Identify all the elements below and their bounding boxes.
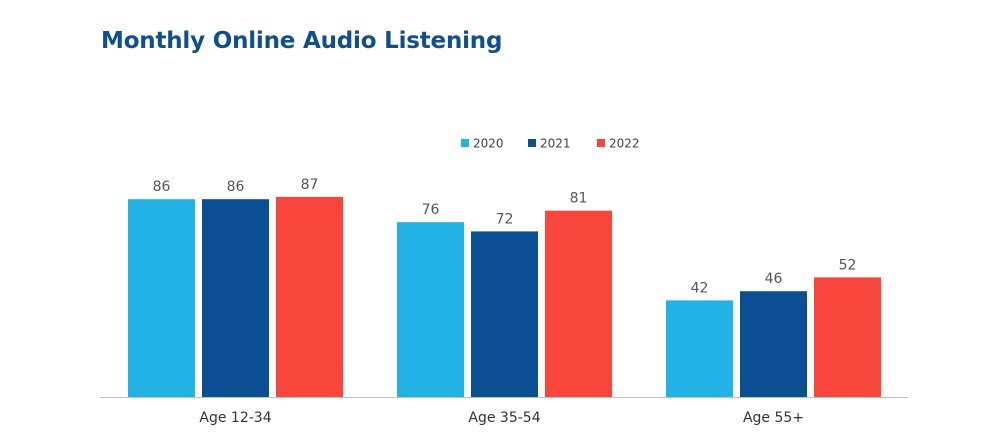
data-label-2022-0: 87 [301, 177, 319, 193]
bar-2021-0 [202, 199, 269, 397]
bar-2021-1 [471, 231, 538, 397]
chart-title: Monthly Online Audio Listening [101, 28, 503, 54]
data-label-2022-1: 81 [570, 191, 588, 207]
data-label-2022-2: 52 [839, 257, 857, 273]
legend-swatch-2020 [461, 139, 469, 147]
bar-2022-0 [276, 196, 343, 397]
data-label-2020-2: 42 [691, 280, 709, 296]
category-label: Age 35-54 [468, 410, 540, 426]
legend-label-2022: 2022 [609, 137, 640, 151]
bar-2021-2 [740, 291, 807, 397]
legend-label-2020: 2020 [473, 137, 504, 151]
legend-swatch-2022 [597, 139, 605, 147]
category-label: Age 12-34 [199, 410, 271, 426]
bar-2020-1 [397, 222, 464, 397]
data-label-2021-2: 46 [765, 271, 783, 287]
legend-label-2021: 2021 [540, 137, 571, 151]
bar-2022-2 [814, 277, 881, 397]
data-label-2021-0: 86 [227, 179, 245, 195]
bar-2022-1 [545, 210, 612, 397]
legend-swatch-2021 [528, 139, 536, 147]
data-label-2020-1: 76 [422, 202, 440, 218]
bar-2020-0 [128, 199, 195, 397]
data-label-2021-1: 72 [496, 211, 514, 227]
bar-2020-2 [666, 300, 733, 397]
category-label: Age 55+ [743, 410, 804, 426]
data-label-2020-0: 86 [153, 179, 171, 195]
